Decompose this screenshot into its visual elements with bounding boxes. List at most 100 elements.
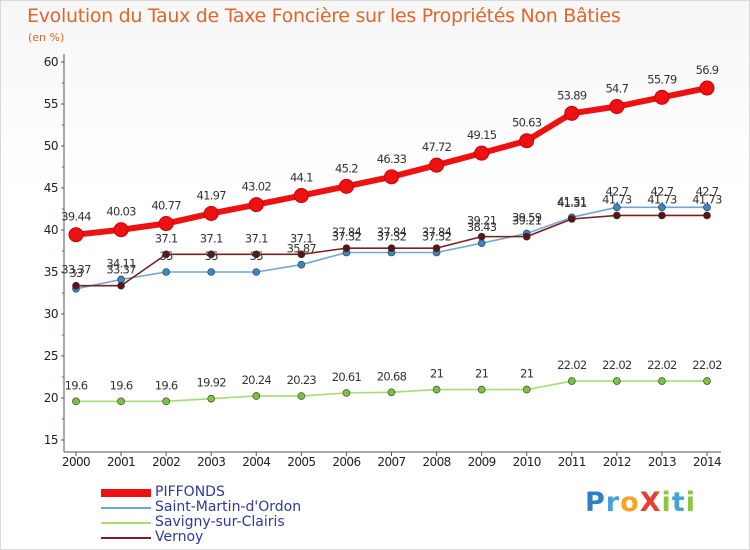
data-label: 37.84 bbox=[377, 225, 407, 239]
data-point bbox=[613, 211, 621, 220]
data-point bbox=[609, 99, 625, 115]
legend-swatch bbox=[101, 489, 151, 497]
data-point bbox=[297, 250, 306, 259]
x-tick-label: 2014 bbox=[693, 455, 721, 469]
data-label: 37.1 bbox=[200, 231, 223, 245]
data-point bbox=[477, 239, 486, 247]
data-point bbox=[252, 268, 261, 276]
data-point bbox=[162, 397, 170, 406]
data-point bbox=[293, 188, 309, 204]
data-point bbox=[703, 203, 711, 212]
data-label: 55.79 bbox=[647, 72, 677, 86]
y-tick-label: 50 bbox=[44, 139, 58, 153]
data-label: 53.89 bbox=[557, 88, 587, 102]
logo-letter: r bbox=[605, 487, 621, 518]
data-label: 39.21 bbox=[512, 214, 542, 228]
data-label: 37.84 bbox=[422, 225, 452, 239]
data-point bbox=[252, 392, 261, 400]
data-point bbox=[567, 215, 576, 223]
data-point bbox=[203, 205, 219, 221]
data-label: 42.7 bbox=[605, 184, 628, 198]
chart-unit: (en %) bbox=[28, 31, 65, 44]
data-point bbox=[519, 133, 535, 149]
x-tick-label: 2012 bbox=[603, 455, 631, 469]
data-point bbox=[384, 169, 399, 185]
data-label: 41.51 bbox=[557, 194, 587, 208]
x-tick-label: 2007 bbox=[377, 455, 405, 469]
data-point bbox=[72, 281, 80, 290]
data-point bbox=[207, 268, 216, 276]
data-point bbox=[522, 385, 531, 394]
data-point bbox=[429, 157, 445, 173]
x-tick-label: 2009 bbox=[468, 455, 496, 469]
data-label: 21 bbox=[520, 367, 534, 381]
data-label: 50.63 bbox=[512, 116, 542, 130]
data-point bbox=[117, 281, 125, 290]
data-label: 49.15 bbox=[467, 128, 497, 142]
x-tick-label: 2013 bbox=[648, 455, 676, 469]
data-point bbox=[68, 227, 84, 243]
data-point bbox=[699, 80, 715, 96]
data-point bbox=[432, 385, 441, 394]
data-label: 43.02 bbox=[242, 180, 272, 194]
data-label: 20.68 bbox=[377, 369, 407, 383]
y-tick-label: 30 bbox=[44, 307, 58, 321]
data-point bbox=[342, 389, 351, 397]
chart-title: Evolution du Taux de Taxe Foncière sur l… bbox=[27, 5, 621, 27]
data-label: 41.73 bbox=[647, 192, 677, 206]
data-label: 33.37 bbox=[61, 263, 91, 277]
data-point bbox=[654, 89, 670, 105]
data-point bbox=[162, 268, 170, 276]
data-point bbox=[567, 377, 576, 385]
data-label: 33.37 bbox=[106, 263, 136, 277]
data-point bbox=[72, 397, 80, 406]
logo-letter: o bbox=[620, 487, 640, 518]
data-label: 40.03 bbox=[106, 205, 136, 219]
data-label: 22.02 bbox=[647, 358, 677, 372]
data-label: 20.61 bbox=[332, 370, 362, 384]
logo-letter: t bbox=[671, 487, 686, 518]
data-point bbox=[117, 397, 125, 406]
data-point bbox=[113, 222, 129, 238]
data-point bbox=[207, 250, 216, 259]
data-label: 37.84 bbox=[332, 225, 362, 239]
data-label: 39.21 bbox=[467, 214, 497, 228]
data-label: 37.1 bbox=[155, 231, 178, 245]
data-label: 45.2 bbox=[335, 161, 358, 175]
data-point bbox=[338, 178, 354, 194]
x-tick-label: 2000 bbox=[62, 455, 90, 469]
data-point bbox=[613, 377, 621, 385]
data-point bbox=[252, 250, 261, 259]
data-label: 22.02 bbox=[557, 358, 587, 372]
legend-swatch bbox=[101, 537, 151, 539]
data-label: 21 bbox=[475, 367, 489, 381]
legend-swatch bbox=[101, 507, 151, 509]
logo-letter: P bbox=[585, 487, 606, 518]
logo-letter: X bbox=[639, 487, 662, 518]
data-label: 44.1 bbox=[290, 171, 313, 185]
data-point bbox=[658, 377, 666, 385]
data-label: 41.97 bbox=[196, 188, 226, 202]
data-point bbox=[613, 203, 621, 212]
data-point bbox=[387, 388, 396, 397]
x-tick-label: 2008 bbox=[423, 455, 451, 469]
data-label: 42.7 bbox=[696, 184, 719, 198]
x-tick-label: 2001 bbox=[107, 455, 135, 469]
data-label: 39.59 bbox=[512, 210, 542, 224]
data-point bbox=[477, 385, 486, 394]
data-label: 42.7 bbox=[651, 184, 674, 198]
data-label: 56.9 bbox=[696, 63, 719, 77]
data-label: 37.1 bbox=[290, 231, 313, 245]
data-label: 46.33 bbox=[377, 152, 407, 166]
data-point bbox=[703, 211, 711, 220]
legend-swatch bbox=[101, 522, 151, 524]
y-tick-label: 45 bbox=[44, 181, 58, 195]
y-tick-label: 20 bbox=[44, 391, 58, 405]
data-label: 40.77 bbox=[151, 199, 181, 213]
y-tick-label: 55 bbox=[44, 97, 58, 111]
legend-label: Saint-Martin-d'Ordon bbox=[155, 499, 302, 515]
data-label: 20.23 bbox=[287, 373, 317, 387]
data-point bbox=[162, 250, 170, 259]
